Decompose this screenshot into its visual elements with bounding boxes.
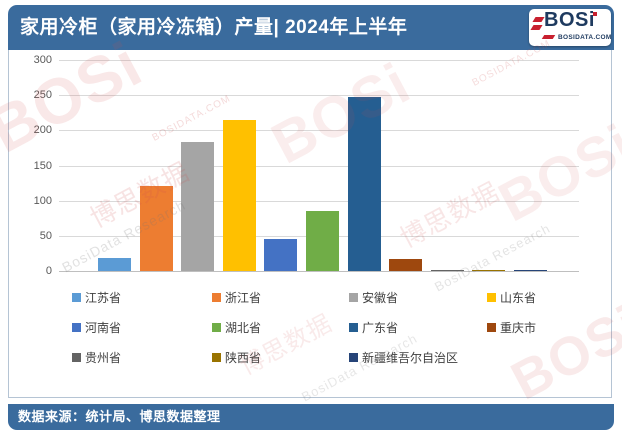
gridline <box>59 165 579 167</box>
legend-label: 河南省 <box>85 321 122 335</box>
gridline <box>59 95 579 97</box>
legend-label: 山东省 <box>500 291 537 305</box>
legend-item-山东省: 山东省 <box>487 289 536 306</box>
legend-item-重庆市: 重庆市 <box>487 319 536 336</box>
chart-bar-湖北省 <box>306 210 339 271</box>
legend-label: 江苏省 <box>85 291 122 305</box>
legend-item-安徽省: 安徽省 <box>349 289 398 306</box>
legend-item-陕西省: 陕西省 <box>212 349 261 366</box>
legend-swatch-icon <box>72 353 81 362</box>
y-axis-tick-label: 300 <box>33 54 52 66</box>
logo-stripe-icon <box>541 35 556 39</box>
legend-swatch-icon <box>487 323 496 332</box>
chart-bar-广东省 <box>347 96 381 271</box>
legend-item-河南省: 河南省 <box>72 319 121 336</box>
chart-bar-重庆市 <box>389 259 423 271</box>
y-axis-tick-label: 100 <box>33 194 52 207</box>
legend-swatch-icon <box>349 323 358 332</box>
footer-bar: 数据来源：统计局、博思数据整理 <box>8 404 614 430</box>
header-bar: 家用冷柜（家用冷冻箱）产量| 2024年上半年 BOSi BOSIDATA.CO… <box>8 5 614 50</box>
plot-area: 0 50 100 150 200 250 300 <box>34 54 579 277</box>
legend-label: 陕西省 <box>225 351 262 365</box>
legend-item-新疆维吾尔自治区: 新疆维吾尔自治区 <box>349 349 458 366</box>
legend-swatch-icon <box>72 293 81 302</box>
page-title: 家用冷柜（家用冷冻箱）产量| 2024年上半年 <box>20 17 408 38</box>
logo-stripe-icon <box>530 25 543 30</box>
legend-label: 湖北省 <box>225 321 262 335</box>
gridline <box>59 60 579 61</box>
chart-bar-贵州省 <box>430 269 464 271</box>
legend-swatch-icon <box>212 323 221 332</box>
legend-label: 新疆维吾尔自治区 <box>362 351 459 365</box>
legend-item-浙江省: 浙江省 <box>212 289 261 306</box>
y-axis-tick-label: 0 <box>45 265 52 277</box>
y-axis-tick-label: 250 <box>33 89 52 102</box>
y-axis-tick-label: 200 <box>33 124 52 137</box>
chart-area: 0 50 100 150 200 250 300 江苏省 浙江省 安徽省 山东省河南省 湖北省 广东省… <box>8 50 612 398</box>
legend-label: 安徽省 <box>362 291 399 305</box>
legend-swatch-icon <box>349 293 358 302</box>
gridline <box>59 200 579 202</box>
logo-site-text: BOSIDATA.COM <box>558 34 612 41</box>
legend: 江苏省 浙江省 安徽省 山东省河南省 湖北省 广东省 重庆市贵州省 陕西省 新疆维吾尔自治区 <box>9 50 611 397</box>
legend-swatch-icon <box>72 323 81 332</box>
chart-bar-新疆维吾尔自治区 <box>514 269 547 271</box>
chart-bar-山东省 <box>222 119 256 271</box>
legend-label: 广东省 <box>362 321 399 335</box>
legend-label: 浙江省 <box>225 291 262 305</box>
logo-dot-icon <box>593 12 597 16</box>
y-axis-tick-label: 50 <box>39 229 52 242</box>
legend-label: 贵州省 <box>85 351 122 365</box>
y-axis-tick-label: 150 <box>33 159 52 172</box>
bosi-logo: BOSi BOSIDATA.COM <box>529 9 611 46</box>
chart-bar-浙江省 <box>139 185 173 271</box>
chart-bar-陕西省 <box>472 269 506 271</box>
logo-stripe-icon <box>532 17 545 22</box>
legend-item-贵州省: 贵州省 <box>72 349 121 366</box>
legend-item-湖北省: 湖北省 <box>212 319 261 336</box>
chart-bar-江苏省 <box>98 258 131 271</box>
x-axis-line <box>59 271 579 272</box>
legend-item-广东省: 广东省 <box>349 319 398 336</box>
legend-swatch-icon <box>212 293 221 302</box>
legend-label: 重庆市 <box>500 321 537 335</box>
chart-bar-安徽省 <box>181 141 215 271</box>
legend-swatch-icon <box>487 293 496 302</box>
logo-wordmark: BOSi <box>544 9 595 31</box>
data-source-text: 数据来源：统计局、博思数据整理 <box>18 409 221 424</box>
legend-swatch-icon <box>212 353 221 362</box>
gridline <box>59 130 579 132</box>
legend-swatch-icon <box>349 353 358 362</box>
chart-bar-河南省 <box>264 239 298 271</box>
legend-item-江苏省: 江苏省 <box>72 289 121 306</box>
